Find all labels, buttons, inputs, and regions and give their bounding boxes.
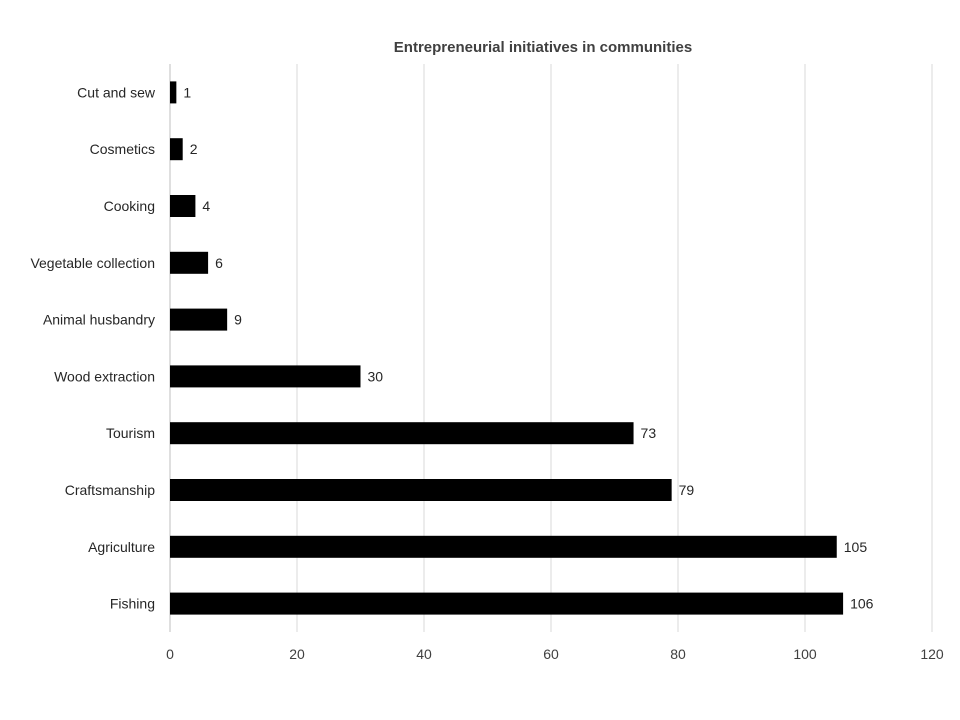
data-label: 106: [850, 596, 874, 612]
category-label: Cooking: [104, 198, 155, 214]
bar: [170, 81, 177, 104]
data-label: 2: [190, 141, 198, 157]
data-label: 79: [679, 482, 695, 498]
chart-title: Entrepreneurial initiatives in communiti…: [394, 39, 692, 56]
data-labels: 1 2 4 6 9 30 73 79 105 106: [183, 84, 873, 611]
category-label: Vegetable collection: [30, 255, 155, 271]
bar: [170, 195, 196, 217]
x-axis-tick-labels: 0 20 40 60 80 100 120: [166, 646, 944, 662]
data-label: 9: [234, 312, 242, 328]
category-label: Cut and sew: [77, 84, 156, 100]
x-tick-label: 20: [289, 646, 305, 662]
category-label: Animal husbandry: [43, 312, 155, 328]
bar: [170, 365, 361, 388]
data-label: 73: [641, 425, 657, 441]
x-tick-label: 80: [670, 646, 686, 662]
category-label: Cosmetics: [90, 141, 155, 157]
bars: [170, 81, 844, 615]
category-label: Craftsmanship: [65, 482, 155, 498]
category-label: Agriculture: [88, 539, 155, 555]
x-tick-label: 120: [920, 646, 944, 662]
bar: [170, 592, 844, 615]
bar: [170, 422, 634, 445]
category-label: Wood extraction: [54, 368, 155, 384]
category-labels: Cut and sew Cosmetics Cooking Vegetable col…: [30, 84, 155, 611]
bar: [170, 479, 672, 501]
bar: [170, 535, 837, 558]
data-label: 1: [183, 84, 191, 100]
x-tick-label: 60: [543, 646, 559, 662]
bar: [170, 251, 209, 274]
bar: [170, 138, 183, 161]
data-label: 6: [215, 255, 223, 271]
data-label: 4: [202, 198, 210, 214]
data-label: 30: [368, 368, 384, 384]
category-label: Tourism: [106, 425, 155, 441]
x-tick-label: 40: [416, 646, 432, 662]
category-label: Fishing: [110, 596, 155, 612]
x-tick-label: 100: [793, 646, 817, 662]
bar: [170, 308, 228, 331]
x-tick-label: 0: [166, 646, 174, 662]
data-label: 105: [844, 539, 868, 555]
